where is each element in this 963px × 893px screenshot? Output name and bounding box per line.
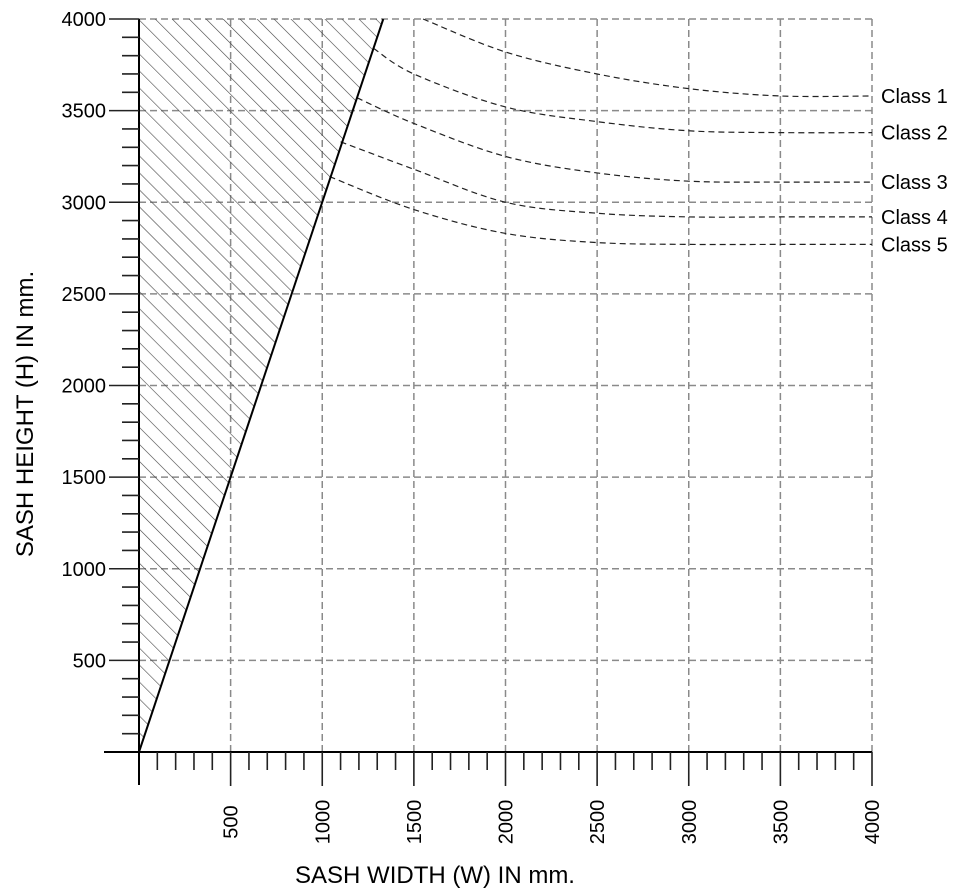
class-4-curve [340, 141, 872, 218]
class-2-label: Class 2 [881, 123, 948, 145]
class-3-label: Class 3 [881, 172, 948, 194]
x-tick-label: 1000 [312, 800, 334, 845]
x-tick-label: 1500 [404, 800, 426, 845]
x-tick-label: 3500 [770, 800, 792, 845]
x-tick-label: 2000 [496, 800, 518, 845]
class-1-label: Class 1 [881, 86, 948, 108]
x-tick-label: 3000 [679, 800, 701, 845]
x-tick-label: 2500 [587, 800, 609, 845]
y-tick-label: 1500 [62, 467, 107, 489]
x-axis-title: SASH WIDTH (W) IN mm. [295, 862, 575, 889]
axis-ticks [109, 18, 873, 786]
y-axis-title: SASH HEIGHT (H) IN mm. [12, 271, 39, 557]
y-tick-label: 2500 [62, 284, 107, 306]
tick-labels: 500 1000 1500 2000 2500 3000 3500 4000 500 1000 15… [62, 9, 885, 844]
class-4-label: Class 4 [881, 207, 948, 229]
y-tick-label: 3500 [62, 101, 107, 123]
y-tick-label: 3000 [62, 192, 107, 214]
class-3-curve [356, 97, 873, 183]
y-tick-label: 1000 [62, 559, 107, 581]
class-5-label: Class 5 [881, 234, 948, 256]
x-tick-label: 4000 [862, 800, 884, 845]
y-tick-label: 4000 [62, 9, 107, 31]
class-curves [329, 18, 873, 246]
class-2-curve [373, 47, 873, 134]
class-5-curve [329, 176, 872, 246]
class-1-curve [422, 18, 873, 98]
y-tick-label: 2000 [62, 376, 107, 398]
limit-line [138, 18, 385, 753]
class-labels: Class 1 Class 2 Class 3 Class 4 Class 5 [881, 86, 948, 256]
x-tick-label: 500 [221, 805, 243, 838]
y-tick-label: 500 [73, 650, 106, 672]
